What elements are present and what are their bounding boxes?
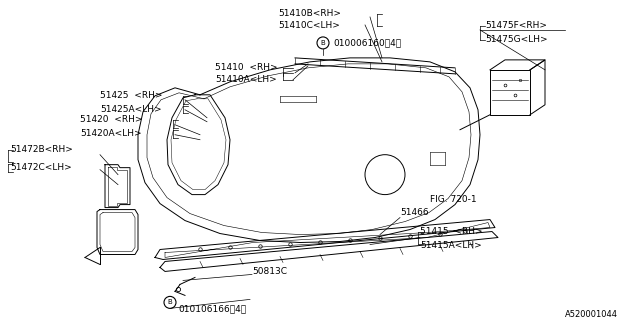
Text: 51425A<LH>: 51425A<LH> [100,105,162,114]
Text: 51410A<LH>: 51410A<LH> [215,75,276,84]
Text: 51475F<RH>: 51475F<RH> [485,21,547,30]
Text: 010006160（4）: 010006160（4） [333,38,401,47]
Text: B: B [168,300,172,305]
Text: FIG. 720-1: FIG. 720-1 [430,195,477,204]
Text: 51466: 51466 [400,208,429,217]
Text: A520001044: A520001044 [565,310,618,319]
Text: 51420  <RH>: 51420 <RH> [80,115,143,124]
Text: 51425  <RH>: 51425 <RH> [100,91,163,100]
Text: 51410  <RH>: 51410 <RH> [215,63,278,72]
Text: 51472B<RH>: 51472B<RH> [10,145,73,154]
Text: 51475G<LH>: 51475G<LH> [485,36,548,44]
Text: 010106166（4）: 010106166（4） [178,304,246,313]
Text: 50813C: 50813C [252,267,287,276]
Text: 51472C<LH>: 51472C<LH> [10,163,72,172]
Text: 51410C<LH>: 51410C<LH> [278,21,340,30]
Text: 51420A<LH>: 51420A<LH> [80,129,141,138]
Text: B: B [321,40,325,46]
Text: 51415  <RH>: 51415 <RH> [420,227,483,236]
Text: 51415A<LH>: 51415A<LH> [420,241,482,250]
Text: 51410B<RH>: 51410B<RH> [278,10,341,19]
